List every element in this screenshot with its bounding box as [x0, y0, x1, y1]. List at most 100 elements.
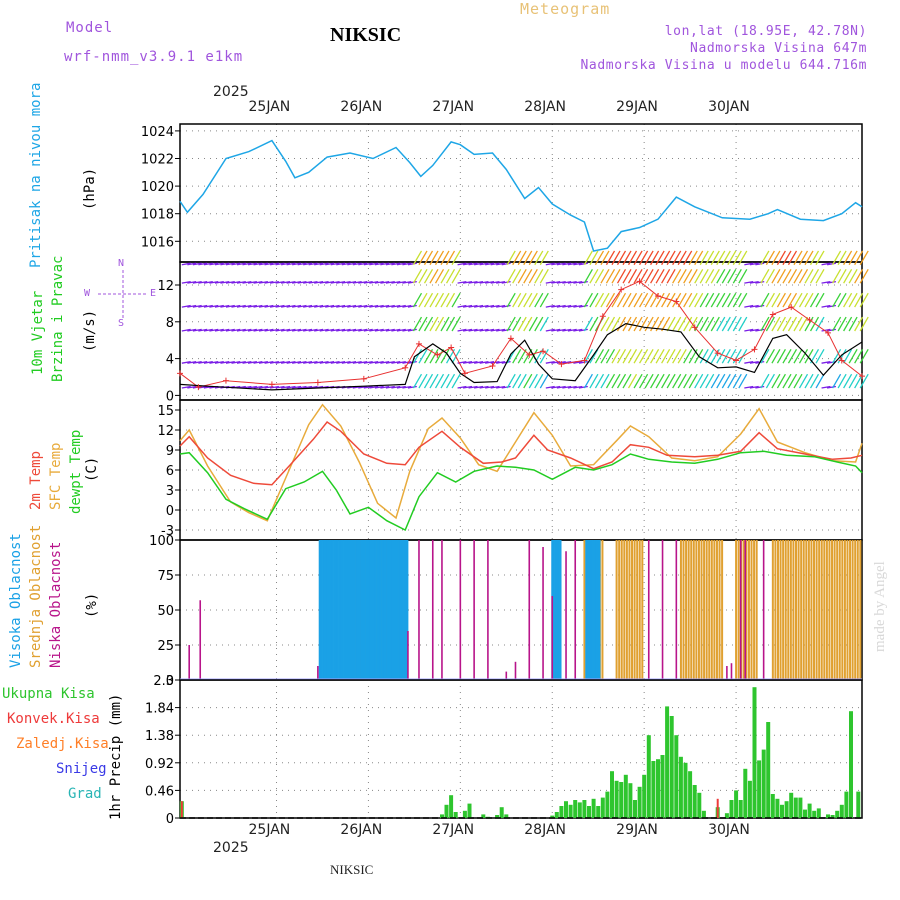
wind-barb: [699, 316, 709, 332]
wind-barb: [264, 360, 274, 364]
wind-barb: [710, 373, 720, 389]
wind-barb: [523, 268, 533, 284]
wind-barb: [347, 360, 357, 364]
wind-barb: [562, 385, 572, 389]
wind-barb: [732, 268, 742, 284]
wind-barb: [573, 304, 583, 308]
y-tick-label: 15: [157, 404, 174, 419]
wind-barb: [181, 280, 191, 284]
wind-barb: [462, 360, 473, 364]
gust-marker: [195, 384, 202, 391]
wind-barb: [358, 304, 368, 308]
wind-barb: [385, 262, 395, 266]
day-label-top: 25JAN: [248, 99, 291, 115]
wind-barb: [600, 373, 610, 389]
precip-bar: [849, 711, 853, 818]
wind-barb: [782, 250, 792, 266]
precip-bar: [646, 735, 651, 818]
wind-barb: [826, 328, 837, 332]
wind-barb: [440, 348, 450, 364]
wind-barb: [749, 385, 759, 389]
wind-barb: [727, 373, 737, 389]
gust-marker: [448, 344, 455, 351]
wind-barb: [236, 262, 246, 266]
wind-barb: [562, 360, 572, 364]
wind-barb: [319, 280, 329, 284]
wind-barb: [440, 250, 450, 266]
wind-barb: [755, 385, 765, 389]
wind-barb: [633, 250, 643, 266]
wind-barb: [423, 250, 434, 266]
wind-barb: [594, 250, 605, 266]
wind-barb: [369, 304, 379, 308]
gust-marker: [222, 377, 229, 384]
gust-marker: [415, 340, 422, 347]
wind-barb: [225, 360, 235, 364]
wind-barb: [187, 262, 197, 266]
wind-barb: [633, 316, 643, 332]
wind-barb: [292, 280, 302, 284]
wind-barb: [429, 348, 439, 364]
wind-barb: [699, 292, 709, 308]
precip-bar: [628, 783, 633, 818]
wind-barb: [423, 292, 434, 308]
wind-barb: [512, 268, 522, 284]
wind-barb: [616, 373, 627, 389]
wind-barb: [198, 262, 208, 266]
wind-barb: [755, 280, 765, 284]
wind-barb: [220, 262, 230, 266]
wind-barb: [391, 385, 401, 389]
wind-barb: [308, 280, 318, 284]
wind-barb: [418, 250, 428, 266]
wind-barb: [352, 304, 362, 308]
wind-barb: [512, 316, 522, 332]
wind-barb: [782, 316, 792, 332]
precip-bar: [605, 791, 610, 818]
wind-barb: [738, 292, 748, 308]
wind-barb: [485, 385, 495, 389]
wind-barb: [523, 250, 533, 266]
wind-barb: [402, 328, 412, 332]
wind-barb: [485, 304, 495, 308]
wind-barb: [181, 385, 191, 389]
wind-barb: [474, 328, 484, 332]
wind-barb: [721, 373, 731, 389]
wind-barb: [688, 268, 698, 284]
wind-barb: [578, 304, 588, 308]
wind-barb: [798, 373, 809, 389]
wind-barb: [407, 304, 417, 308]
wind-barb: [787, 250, 798, 266]
wind-barb: [815, 348, 825, 364]
precip-bar: [550, 815, 555, 818]
wind-barb: [429, 250, 439, 266]
wind-barb: [589, 348, 599, 364]
wind-speed-line: [179, 322, 863, 391]
y-tick-label: 25: [157, 639, 174, 654]
wind-barb: [247, 262, 258, 266]
gust-marker: [402, 364, 409, 371]
wind-barb: [396, 280, 406, 284]
day-label-bottom: 28JAN: [524, 822, 566, 838]
wind-barb: [573, 328, 583, 332]
wind-barb: [275, 360, 285, 364]
wind-barb: [765, 250, 775, 266]
wind-barb: [286, 385, 296, 389]
gust-marker: [714, 350, 721, 357]
wind-barb: [325, 304, 335, 308]
wind-barb: [727, 316, 737, 332]
precip-bar: [559, 806, 564, 818]
precip-bar: [761, 749, 766, 818]
wind-barb: [727, 268, 737, 284]
wind-barb: [523, 316, 533, 332]
wind-barb: [330, 304, 340, 308]
wind-barb: [798, 348, 809, 364]
wind-barb: [716, 373, 726, 389]
wind-barb: [297, 385, 307, 389]
wind-barb: [308, 262, 318, 266]
wind-barb: [247, 328, 258, 332]
temp2m-line: [179, 420, 863, 486]
y-tick-label: 9: [166, 444, 174, 459]
wind-barb: [699, 268, 709, 284]
wind-barb: [440, 268, 450, 284]
